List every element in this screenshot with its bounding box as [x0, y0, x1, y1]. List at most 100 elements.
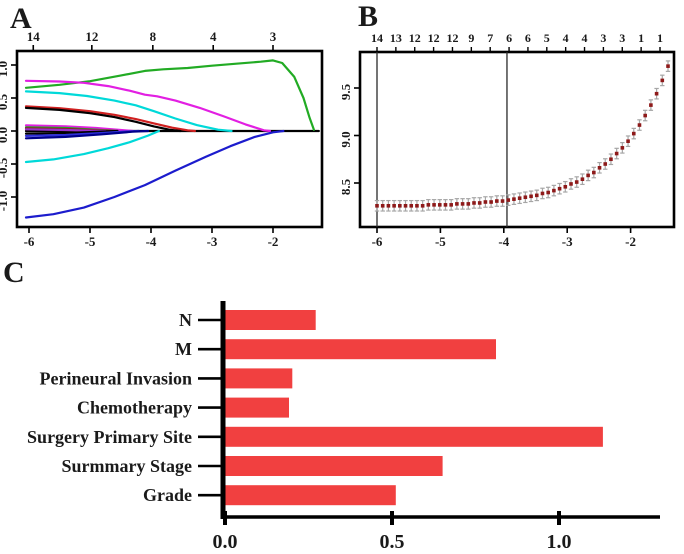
panel-c-label: C [3, 256, 25, 289]
category-label: M [175, 339, 192, 359]
x-axis-label: -3 [562, 234, 573, 249]
top-axis-label: 14 [27, 29, 41, 44]
x-axis-label: -4 [146, 234, 157, 249]
cv-point [552, 188, 556, 193]
cv-point [489, 200, 493, 204]
cv-point [649, 103, 653, 107]
category-label: Surgery Primary Site [27, 427, 192, 447]
cv-point [574, 180, 579, 184]
cv-point [631, 131, 636, 136]
x-axis-label: -3 [207, 234, 218, 249]
y-axis-label: 8.5 [342, 178, 353, 195]
coef-black-main [24, 106, 182, 133]
x-axis-label: 1.0 [547, 531, 572, 553]
bar [225, 368, 293, 389]
x-axis-label: -4 [498, 234, 509, 249]
category-label: Grade [143, 485, 192, 505]
panel-b-cross-validation-plot: 14 13 12 12 12 9 7 6 6 5 4 4 3 3 1 1-6 -5 -4 -3 -29.59.08.5 [342, 31, 676, 249]
panel-a-lasso-coefficient-plot: 14 12 8 4 3 -6 -5 -4 -3 -2 1.0 0.5 0.0 -0.5 -1.0 [0, 29, 324, 249]
top-axis-label: 3 [270, 29, 277, 44]
bar [225, 456, 443, 476]
coef-cyan-low [24, 129, 160, 164]
x-axis-label: -2 [268, 234, 279, 249]
cv-point [472, 201, 476, 205]
top-axis-label: 9 [468, 31, 474, 45]
cv-point [517, 196, 522, 200]
cv-point [654, 91, 659, 96]
x-axis-label: -2 [625, 234, 636, 249]
cv-point [392, 204, 396, 208]
top-axis-label: 1 [638, 31, 644, 45]
x-axis-label: 0.5 [380, 531, 405, 553]
bar [225, 310, 316, 330]
category-label: N [179, 310, 192, 330]
cv-point [500, 199, 505, 203]
category-label: Chemotherapy [77, 398, 192, 418]
cv-point [455, 202, 459, 206]
bar [225, 397, 289, 418]
cv-point [409, 204, 414, 208]
y-axis-label: 1.0 [0, 61, 10, 77]
x-axis-label: -5 [435, 234, 446, 249]
cv-point [529, 194, 533, 199]
top-axis-label: 8 [150, 29, 157, 44]
y-axis-label: -0.5 [0, 157, 10, 178]
top-axis-label: 7 [487, 31, 493, 45]
cv-point [398, 204, 402, 208]
top-axis-label: 4 [582, 31, 588, 45]
cv-point [495, 199, 499, 203]
y-axis-label: -1.0 [0, 191, 10, 212]
plot-border [15, 49, 324, 229]
cv-point [534, 193, 539, 198]
cv-point [637, 123, 642, 127]
top-axis-label: 4 [210, 29, 217, 44]
cv-point [460, 202, 465, 206]
cv-point [449, 203, 453, 207]
top-axis-label: 12 [428, 31, 440, 45]
bar [225, 485, 396, 506]
coef-red-main [24, 105, 196, 133]
cv-point [643, 113, 647, 118]
top-axis-label: 12 [446, 31, 458, 45]
cv-point [626, 139, 630, 143]
cv-point [443, 203, 448, 207]
x-axis-label: -6 [24, 234, 35, 249]
coef-cyan-main [24, 90, 233, 133]
panel-b-label: B [358, 0, 379, 33]
cv-point [666, 64, 670, 68]
cv-point [506, 198, 511, 202]
cv-point [592, 170, 596, 175]
cv-point [512, 197, 516, 201]
top-axis-label: 3 [600, 31, 606, 45]
coef-magenta-small [24, 124, 134, 133]
cv-point [586, 173, 590, 178]
top-axis-label: 4 [563, 31, 569, 45]
top-axis-label: 3 [619, 31, 625, 45]
x-axis-label: 0.0 [213, 531, 238, 553]
y-axis-label: 0.0 [0, 127, 10, 143]
coef-black-small [24, 129, 119, 135]
cv-point [523, 195, 528, 200]
cv-point [609, 157, 613, 162]
cv-point [546, 190, 550, 195]
bar [225, 426, 603, 447]
cv-point [660, 78, 665, 83]
coef-blue-low [24, 129, 285, 219]
cv-point [437, 203, 442, 207]
category-label: Surmmary Stage [62, 456, 192, 476]
panel-a-label: A [10, 2, 32, 35]
cv-point [557, 186, 562, 191]
category-label: Perineural Invasion [39, 368, 192, 388]
cv-point [580, 177, 585, 181]
top-axis-label: 6 [525, 31, 531, 45]
top-axis-label: 14 [371, 31, 383, 45]
top-axis-label: 6 [506, 31, 512, 45]
coef-green-main [24, 59, 315, 131]
bar [225, 339, 496, 360]
cv-point [597, 166, 602, 170]
cv-point [466, 202, 471, 206]
x-axis-label: -5 [85, 234, 96, 249]
plot-border [358, 50, 676, 229]
top-axis-label: 5 [544, 31, 550, 45]
